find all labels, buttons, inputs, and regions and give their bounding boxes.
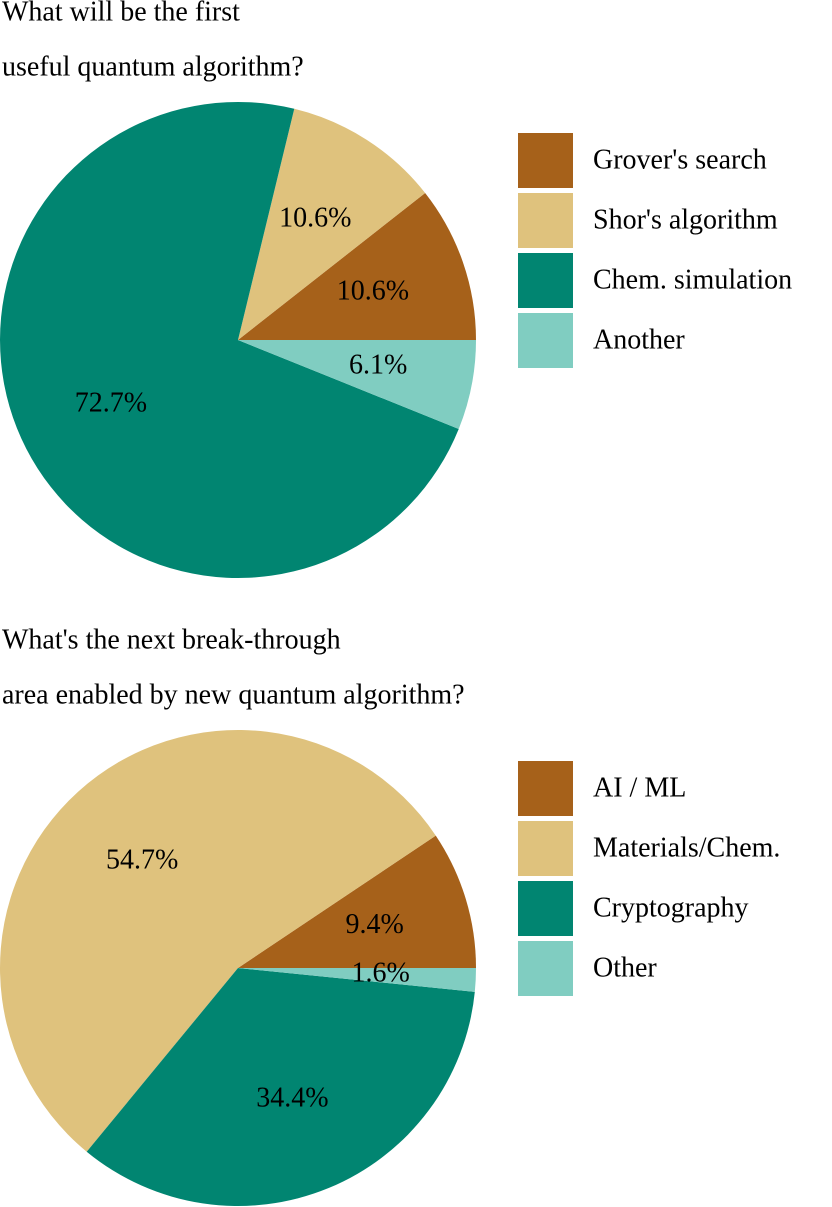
legend-label: Shor's algorithm [593, 204, 778, 235]
value-label: 9.4% [345, 909, 403, 940]
pie-slice [238, 108, 426, 340]
legend-swatch [518, 253, 573, 308]
legend-swatch [518, 941, 573, 996]
legend-swatch [518, 821, 573, 876]
pie-slice [0, 101, 459, 578]
pie-slice [238, 835, 476, 968]
value-label: 72.7% [75, 388, 147, 419]
value-label: 54.7% [106, 845, 178, 876]
legend-label: Grover's search [593, 144, 767, 175]
value-label: 6.1% [349, 350, 407, 381]
value-label: 34.4% [256, 1082, 328, 1113]
legend-swatch [518, 881, 573, 936]
legend-swatch [518, 313, 573, 368]
legend-swatch [518, 133, 573, 188]
chart-title: useful quantum algorithm? [2, 51, 304, 82]
pie-slice [238, 192, 476, 340]
legend-label: Another [593, 324, 685, 355]
value-label: 10.6% [279, 202, 351, 233]
legend-label: Chem. simulation [593, 264, 792, 295]
legend-label: Cryptography [593, 892, 749, 923]
legend-label: Materials/Chem. [593, 832, 780, 863]
pie-slice [86, 968, 475, 1207]
chart-title: What's the next break-through [2, 624, 341, 655]
chart-title: area enabled by new quantum algorithm? [2, 679, 465, 710]
pie-slice [0, 730, 436, 1152]
pie-slice [238, 340, 476, 430]
legend-label: AI / ML [593, 772, 686, 803]
legend-swatch [518, 761, 573, 816]
legend-swatch [518, 193, 573, 248]
pie-slice [238, 968, 476, 992]
value-label: 1.6% [351, 958, 409, 989]
value-label: 10.6% [337, 276, 409, 307]
legend-label: Other [593, 952, 657, 983]
chart-title: What will be the first [2, 0, 240, 27]
